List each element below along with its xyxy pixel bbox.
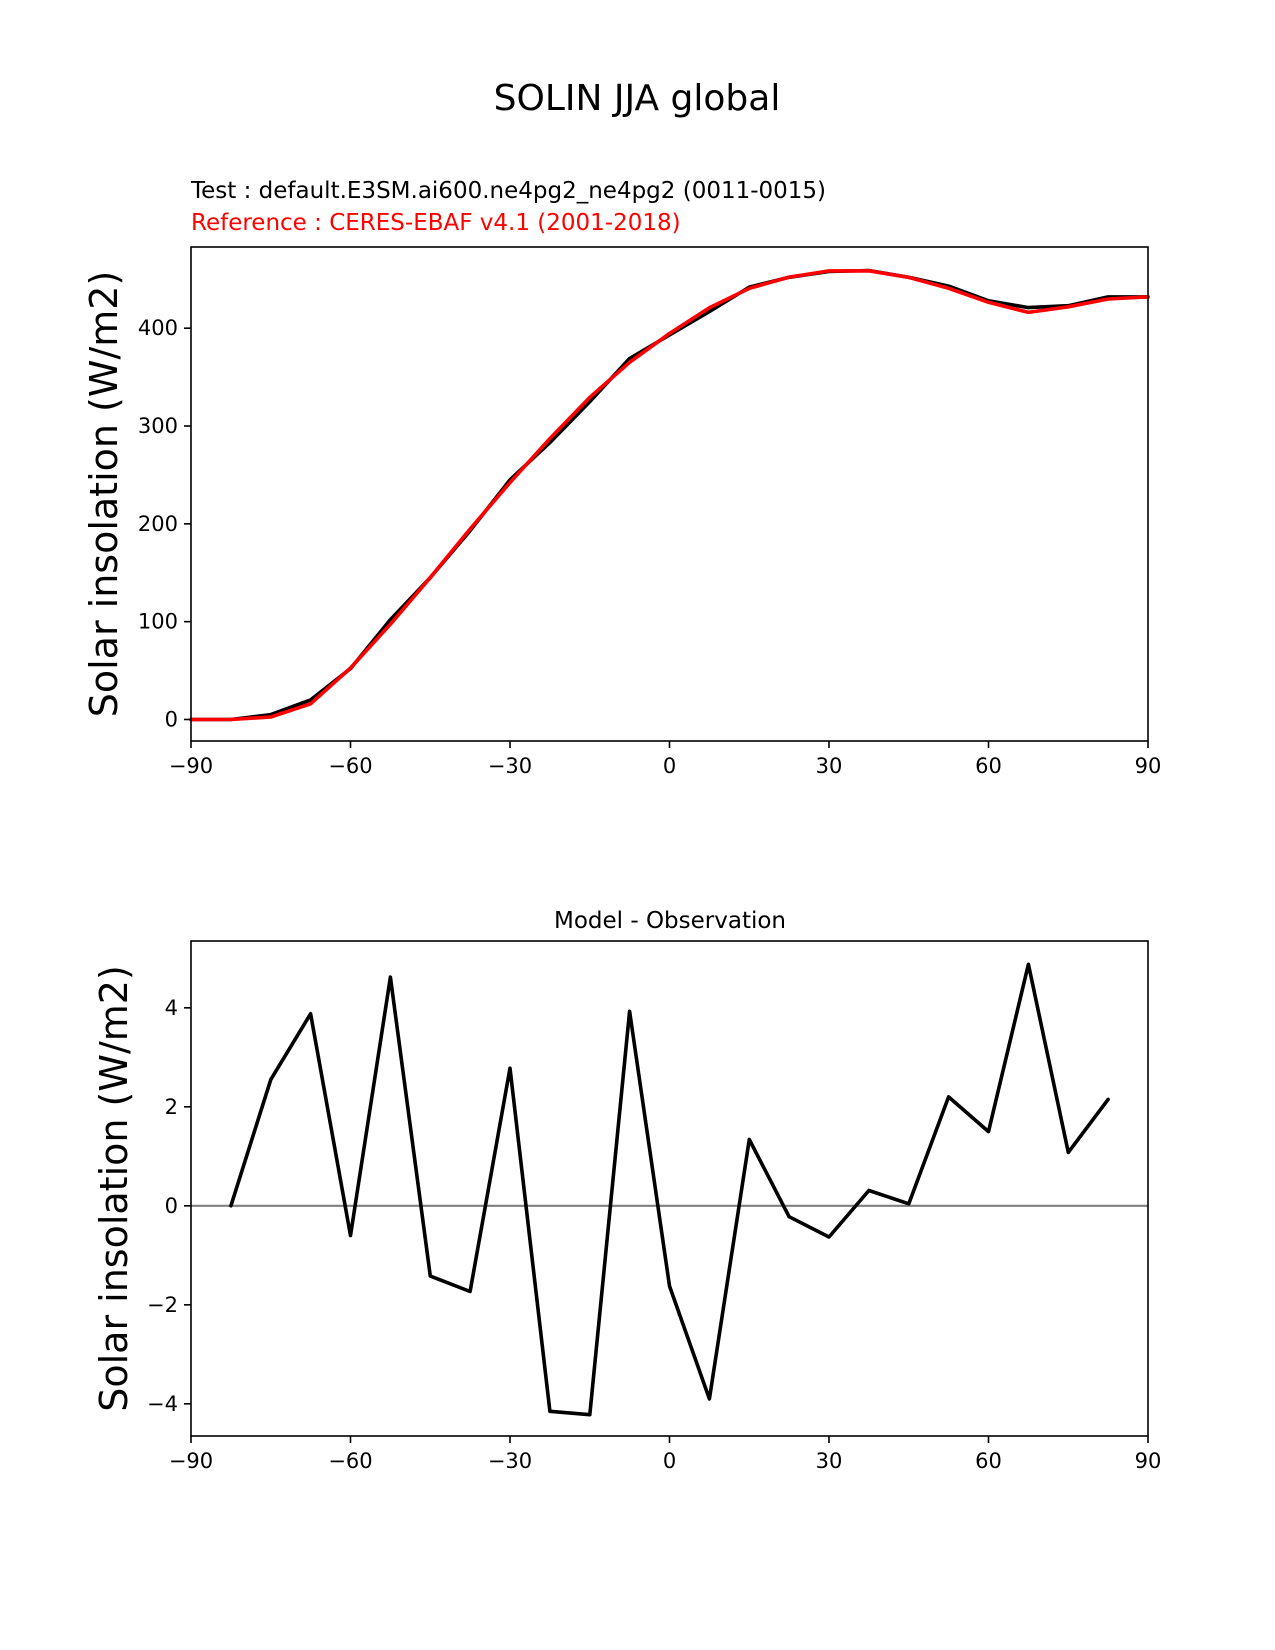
top-series-test-line [189, 268, 1150, 722]
bottom-series-test-line [229, 962, 1110, 1417]
top-xtick-label: 0 [663, 754, 676, 778]
bottom-ytick-label: −4 [147, 1392, 178, 1416]
bottom-axes-frame [190, 940, 1149, 1437]
figure-title: SOLIN JJA global [494, 78, 781, 119]
top-ytick-label: 200 [138, 512, 178, 536]
top-axes-frame [190, 246, 1149, 742]
reference-label: Reference : CERES-EBAF v4.1 (2001-2018) [191, 210, 681, 236]
bottom-xtick-label: 60 [975, 1449, 1002, 1473]
top-ylabel: Solar insolation (W/m2) [82, 271, 126, 718]
top-xtick-label: 60 [975, 754, 1002, 778]
top-ytick-label: 100 [138, 610, 178, 634]
bottom-xtick-label: −30 [488, 1449, 532, 1473]
top-plot-area: −90 −60 −30 0 30 60 90 0 100 200 300 400 Solar insol… [82, 246, 1162, 778]
bottom-ytick-label: −2 [147, 1293, 178, 1317]
top-xtick-label: 90 [1135, 754, 1162, 778]
top-series-reference-line [189, 268, 1150, 722]
top-ytick-label: 0 [165, 707, 178, 731]
bottom-xtick-label: −60 [328, 1449, 372, 1473]
bottom-xtick-label: −90 [169, 1449, 213, 1473]
bottom-xtick-label: 90 [1135, 1449, 1162, 1473]
test-label: Test : default.E3SM.ai600.ne4pg2_ne4pg2 … [190, 178, 826, 204]
bottom-ytick-label: 4 [165, 996, 178, 1020]
top-ytick-label: 400 [138, 316, 178, 340]
top-xtick-label: −90 [169, 754, 213, 778]
bottom-ytick-label: 2 [165, 1095, 178, 1119]
difference-plot-title: Model - Observation [554, 908, 786, 934]
bottom-xtick-label: 30 [816, 1449, 843, 1473]
top-xtick-label: −30 [488, 754, 532, 778]
bottom-plot-area: −90 −60 −30 0 30 60 90 −4 −2 0 2 4 Solar insolation … [92, 940, 1162, 1473]
bottom-ylabel: Solar insolation (W/m2) [92, 965, 136, 1412]
top-xtick-label: −60 [328, 754, 372, 778]
bottom-ytick-label: 0 [165, 1194, 178, 1218]
bottom-xtick-label: 0 [663, 1449, 676, 1473]
top-xtick-label: 30 [816, 754, 843, 778]
top-ytick-label: 300 [138, 414, 178, 438]
